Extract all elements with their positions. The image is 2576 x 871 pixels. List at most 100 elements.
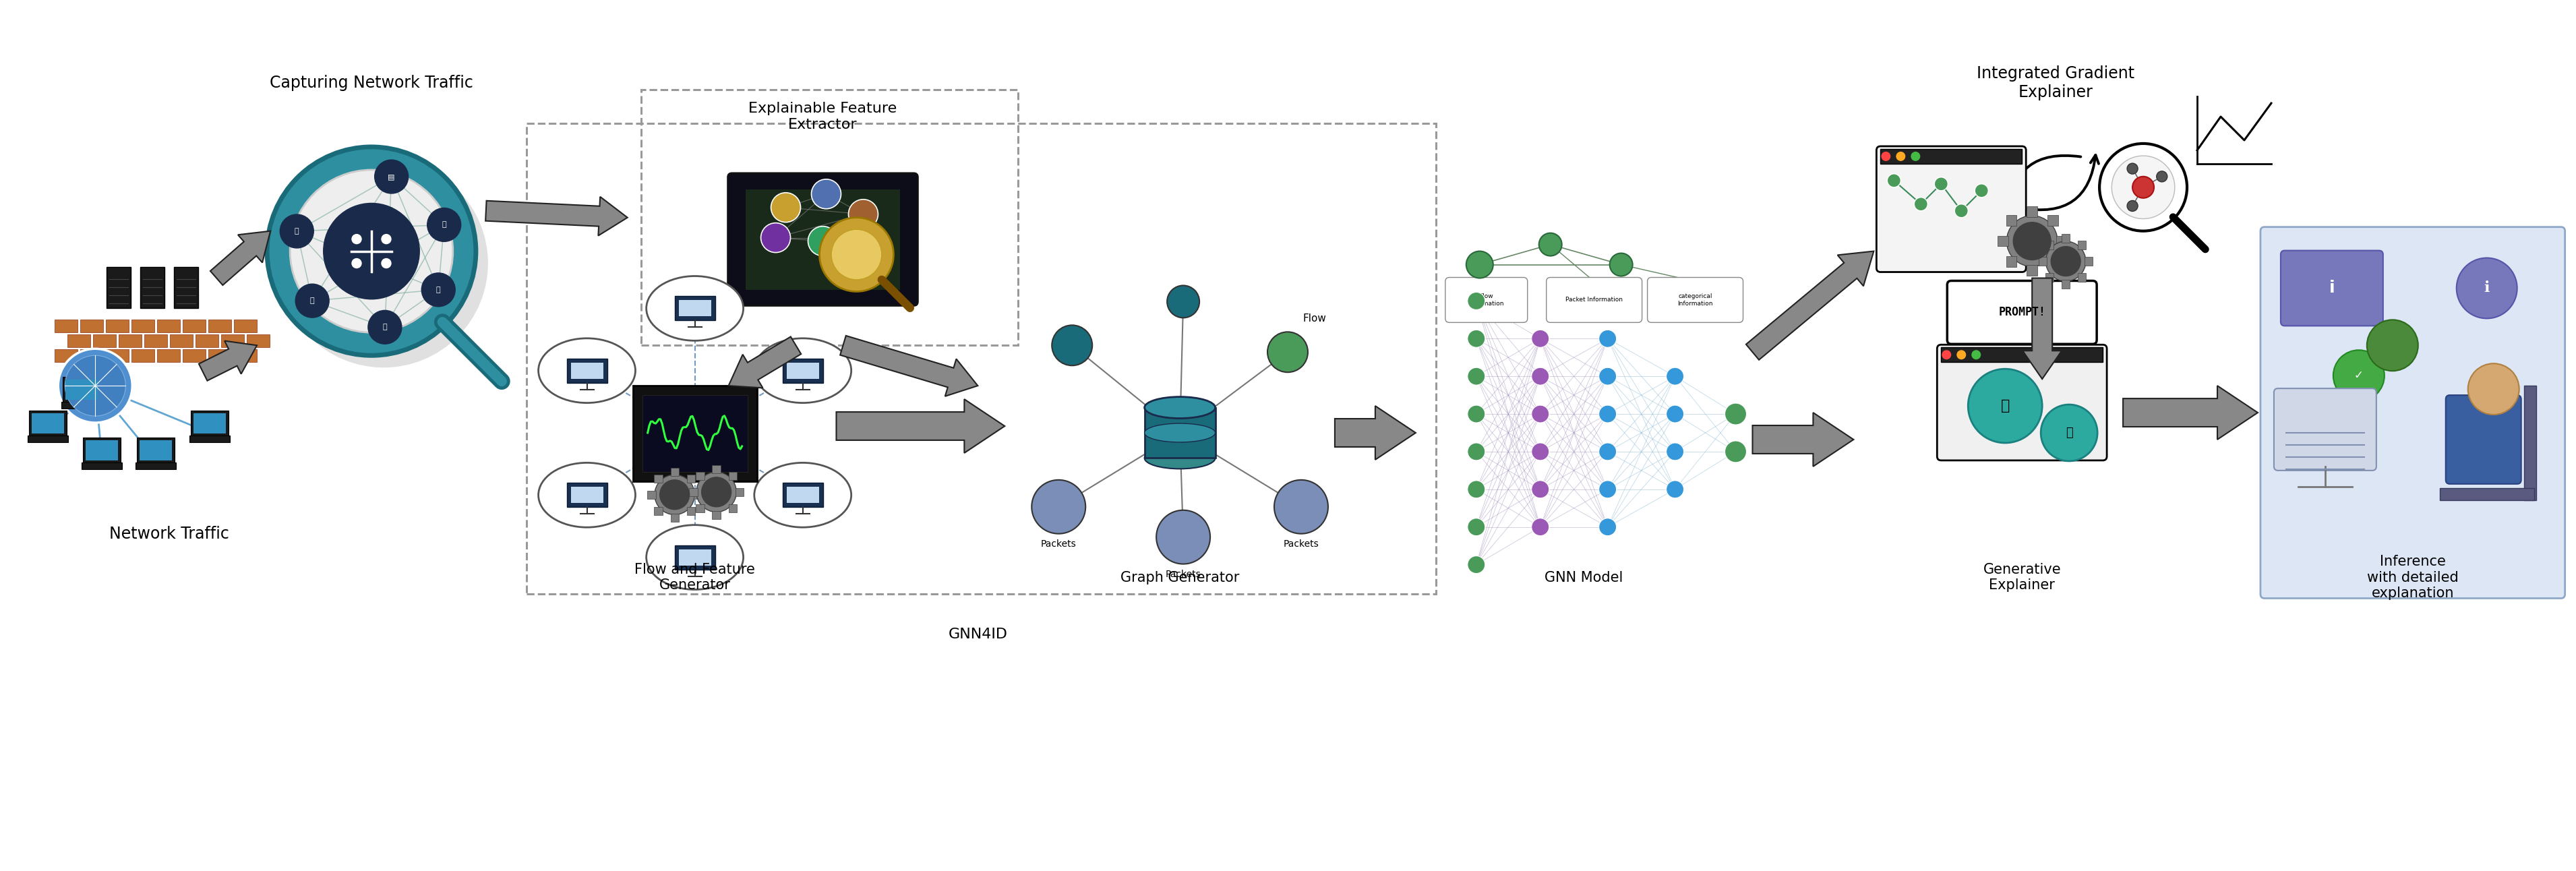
FancyBboxPatch shape [786, 362, 819, 379]
FancyBboxPatch shape [567, 359, 608, 382]
Circle shape [1600, 405, 1615, 422]
FancyBboxPatch shape [783, 359, 822, 382]
Circle shape [1468, 330, 1484, 348]
FancyBboxPatch shape [82, 463, 121, 469]
FancyBboxPatch shape [1875, 146, 2025, 272]
Text: ℹ: ℹ [2483, 281, 2488, 295]
FancyBboxPatch shape [677, 300, 711, 316]
Circle shape [1935, 177, 1947, 191]
Circle shape [2133, 177, 2154, 198]
FancyBboxPatch shape [62, 377, 100, 402]
Circle shape [1533, 405, 1548, 422]
Circle shape [1533, 442, 1548, 461]
FancyBboxPatch shape [106, 320, 129, 333]
FancyBboxPatch shape [690, 488, 698, 496]
Text: Packets: Packets [1283, 539, 1319, 549]
Circle shape [1533, 368, 1548, 385]
Circle shape [1468, 368, 1484, 385]
FancyBboxPatch shape [2038, 257, 2048, 266]
FancyBboxPatch shape [2007, 215, 2017, 226]
Circle shape [1911, 152, 1919, 161]
FancyBboxPatch shape [1996, 236, 2009, 246]
FancyBboxPatch shape [118, 334, 142, 348]
FancyBboxPatch shape [729, 504, 737, 512]
Circle shape [291, 170, 453, 333]
Circle shape [1468, 518, 1484, 536]
FancyBboxPatch shape [93, 334, 116, 348]
Ellipse shape [1144, 423, 1216, 442]
Circle shape [1971, 350, 1981, 360]
Circle shape [848, 199, 878, 229]
Text: 🖨: 🖨 [309, 297, 314, 304]
FancyBboxPatch shape [82, 437, 121, 463]
Circle shape [1600, 442, 1615, 461]
FancyArrow shape [2022, 278, 2061, 379]
FancyBboxPatch shape [80, 349, 103, 362]
FancyBboxPatch shape [688, 507, 696, 515]
Circle shape [268, 147, 477, 355]
FancyBboxPatch shape [693, 490, 701, 499]
Text: Generative
Explainer: Generative Explainer [1984, 563, 2061, 592]
FancyBboxPatch shape [139, 267, 165, 308]
FancyBboxPatch shape [54, 349, 77, 362]
Circle shape [2128, 163, 2138, 174]
FancyBboxPatch shape [654, 475, 662, 483]
FancyArrow shape [198, 341, 258, 381]
FancyBboxPatch shape [191, 436, 229, 442]
FancyBboxPatch shape [144, 334, 167, 348]
Circle shape [1880, 152, 1891, 161]
Ellipse shape [1144, 397, 1216, 418]
Text: 💻: 💻 [443, 221, 446, 228]
Circle shape [1030, 480, 1084, 534]
Circle shape [2468, 363, 2519, 415]
Circle shape [1267, 332, 1309, 372]
Circle shape [1896, 152, 1906, 161]
FancyBboxPatch shape [2079, 241, 2087, 249]
Circle shape [760, 223, 791, 253]
FancyBboxPatch shape [2007, 256, 2017, 267]
FancyBboxPatch shape [2084, 257, 2092, 266]
FancyBboxPatch shape [2061, 234, 2071, 242]
FancyBboxPatch shape [2280, 251, 2383, 326]
Circle shape [1726, 403, 1747, 425]
FancyBboxPatch shape [711, 510, 721, 519]
FancyBboxPatch shape [2048, 256, 2058, 267]
Ellipse shape [755, 338, 850, 403]
Text: Flow and Feature
Generator: Flow and Feature Generator [634, 563, 755, 592]
Text: PROMPT!: PROMPT! [1999, 307, 2045, 319]
Text: Packets: Packets [1164, 570, 1200, 579]
FancyArrow shape [1334, 406, 1417, 460]
Text: Integrated Gradient
Explainer: Integrated Gradient Explainer [1976, 65, 2136, 100]
FancyBboxPatch shape [2027, 206, 2038, 217]
FancyBboxPatch shape [572, 362, 603, 379]
Circle shape [1667, 442, 1685, 461]
Text: GNN4ID: GNN4ID [948, 628, 1007, 641]
FancyBboxPatch shape [31, 414, 64, 434]
FancyBboxPatch shape [2439, 488, 2535, 500]
FancyArrow shape [1752, 413, 1855, 467]
Circle shape [2007, 216, 2058, 267]
Circle shape [64, 355, 126, 416]
Circle shape [1600, 330, 1615, 348]
FancyBboxPatch shape [222, 334, 245, 348]
Circle shape [59, 348, 131, 422]
Text: Capturing Network Traffic: Capturing Network Traffic [270, 75, 474, 91]
Circle shape [281, 214, 314, 248]
FancyBboxPatch shape [64, 380, 98, 400]
Circle shape [1600, 518, 1615, 536]
Text: 🖥: 🖥 [294, 228, 299, 234]
Ellipse shape [647, 276, 744, 341]
FancyBboxPatch shape [2045, 273, 2053, 281]
FancyBboxPatch shape [2524, 386, 2535, 500]
Circle shape [696, 472, 737, 512]
Text: i: i [2329, 280, 2334, 296]
Circle shape [701, 477, 732, 507]
Text: 📶: 📶 [435, 287, 440, 294]
FancyBboxPatch shape [670, 468, 677, 476]
Circle shape [1468, 481, 1484, 498]
FancyBboxPatch shape [2445, 395, 2522, 484]
Circle shape [428, 208, 461, 241]
Circle shape [2099, 144, 2187, 231]
FancyBboxPatch shape [2045, 241, 2053, 249]
Text: categorical
Information: categorical Information [1677, 294, 1713, 307]
